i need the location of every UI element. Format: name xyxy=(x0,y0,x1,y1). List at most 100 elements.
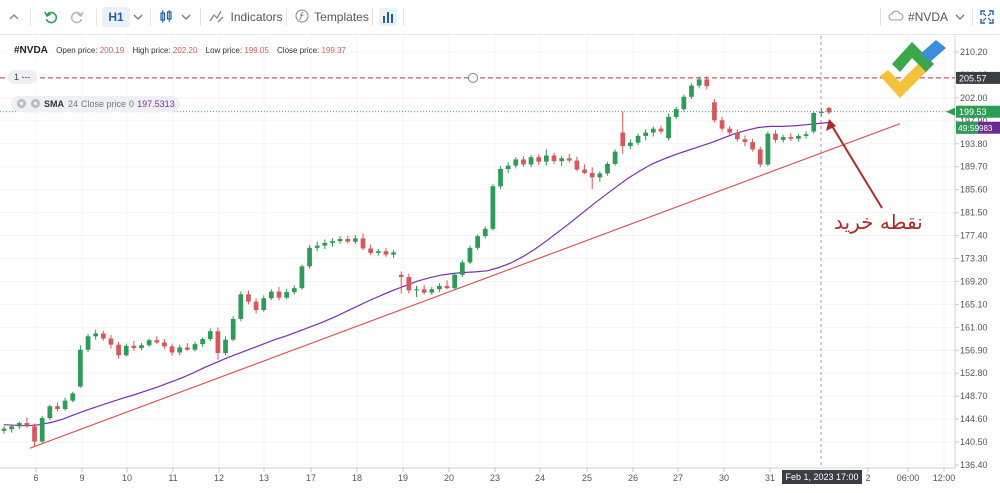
trend-line xyxy=(29,123,901,449)
crosshair-time-label: Feb 1, 2023 17:00 xyxy=(785,472,858,482)
candle-body xyxy=(276,291,282,298)
candle-body xyxy=(131,345,137,349)
candle xyxy=(230,316,236,342)
timeframe-button[interactable]: H1 xyxy=(102,0,130,34)
candle xyxy=(116,341,121,359)
open-value: 200.19 xyxy=(99,46,125,55)
candle xyxy=(398,271,404,294)
candle-body xyxy=(100,333,106,339)
candle-body xyxy=(9,426,15,430)
timeframe-label: H1 xyxy=(102,7,130,27)
candle-body xyxy=(521,159,526,165)
low-value: 199.05 xyxy=(244,46,269,55)
current-price-tag xyxy=(956,105,1000,118)
sma-param-label: Close price xyxy=(81,99,127,109)
candle-body xyxy=(719,120,725,129)
settings-gear-icon[interactable] xyxy=(30,98,41,111)
candle xyxy=(444,280,450,290)
candle-body xyxy=(146,340,152,346)
candle-body xyxy=(330,241,335,243)
candle-body xyxy=(154,340,160,343)
candle xyxy=(375,248,381,256)
y-tick-label: 152.80 xyxy=(960,368,988,378)
candle-body xyxy=(505,165,511,169)
volume-bars-icon[interactable] xyxy=(376,0,400,34)
candle xyxy=(750,138,755,152)
undo-icon[interactable] xyxy=(40,0,62,34)
candle xyxy=(337,236,343,244)
candle-body xyxy=(368,248,374,253)
indicators-button[interactable]: Indicators xyxy=(206,0,286,34)
candle xyxy=(268,289,274,300)
candle xyxy=(612,149,618,166)
candle xyxy=(482,226,488,239)
y-tick-label: 210.20 xyxy=(960,47,988,57)
candle xyxy=(360,233,366,251)
sma-layer xyxy=(3,121,830,427)
visibility-eye-icon[interactable] xyxy=(16,98,27,111)
x-tick-label: 2 xyxy=(865,473,870,483)
top-toolbar: H1 Indicators Templates #NVDA xyxy=(0,0,1000,35)
candle xyxy=(85,334,91,352)
sma-value: 197.5313 xyxy=(137,99,175,109)
candle-body xyxy=(765,133,771,165)
candle xyxy=(582,164,587,174)
y-tick-label: 140.50 xyxy=(960,437,988,447)
candle xyxy=(169,343,175,356)
candle-body xyxy=(62,400,68,410)
candle xyxy=(345,235,351,244)
candle xyxy=(650,126,656,137)
price-pointer-icon xyxy=(946,107,955,116)
candle-body xyxy=(658,128,664,132)
candle xyxy=(559,156,565,167)
templates-button[interactable]: Templates xyxy=(292,0,372,34)
x-tick-label: 31 xyxy=(765,473,775,483)
sma-legend[interactable]: SMA 24 Close price 0 197.5313 xyxy=(11,96,180,112)
candle-body xyxy=(757,149,763,165)
candle xyxy=(673,106,679,120)
candle-body xyxy=(475,236,480,248)
y-tick-label: 177.40 xyxy=(960,231,988,241)
countdown-tag xyxy=(956,121,978,134)
candle xyxy=(467,245,473,265)
x-tick-label: 20 xyxy=(444,473,454,483)
candle-body xyxy=(353,238,358,242)
candle-body xyxy=(223,339,228,354)
chart-type-chevron-down-icon[interactable] xyxy=(178,0,194,34)
collapse-chevron-icon[interactable] xyxy=(4,0,24,34)
candle xyxy=(765,131,771,167)
candle xyxy=(574,156,580,172)
candle xyxy=(162,339,167,350)
candle-body xyxy=(162,342,167,347)
candle xyxy=(215,327,221,360)
candle-body xyxy=(826,107,832,113)
candle xyxy=(505,162,511,173)
candle-body xyxy=(253,301,259,310)
ohlc-info: #NVDA Open price: 200.19 High price: 202… xyxy=(14,45,352,56)
templates-icon xyxy=(295,9,309,26)
candle-body xyxy=(681,96,687,110)
candle xyxy=(284,288,290,300)
redo-icon[interactable] xyxy=(66,0,88,34)
candle-body xyxy=(574,160,580,170)
fullscreen-icon[interactable] xyxy=(976,0,998,34)
candle-body xyxy=(811,112,817,132)
symbol-chevron-down-icon[interactable] xyxy=(952,0,968,34)
x-tick-label: 19 xyxy=(398,473,408,483)
candlestick-type-icon[interactable] xyxy=(155,0,177,34)
candle-body xyxy=(498,168,503,187)
candle xyxy=(391,250,396,258)
candle xyxy=(788,133,794,141)
y-tick-label: 185.60 xyxy=(960,185,988,195)
close-value: 199.37 xyxy=(321,46,346,55)
hline-badge[interactable]: 1 --- xyxy=(8,70,37,84)
timeframe-chevron-down-icon[interactable] xyxy=(130,0,146,34)
candle xyxy=(459,260,465,277)
candle xyxy=(551,152,557,164)
candle-body xyxy=(406,276,412,291)
candle-body xyxy=(482,228,488,237)
candle-body xyxy=(322,242,328,246)
candle-body xyxy=(750,142,755,150)
symbol-selector[interactable]: #NVDA xyxy=(886,0,950,34)
